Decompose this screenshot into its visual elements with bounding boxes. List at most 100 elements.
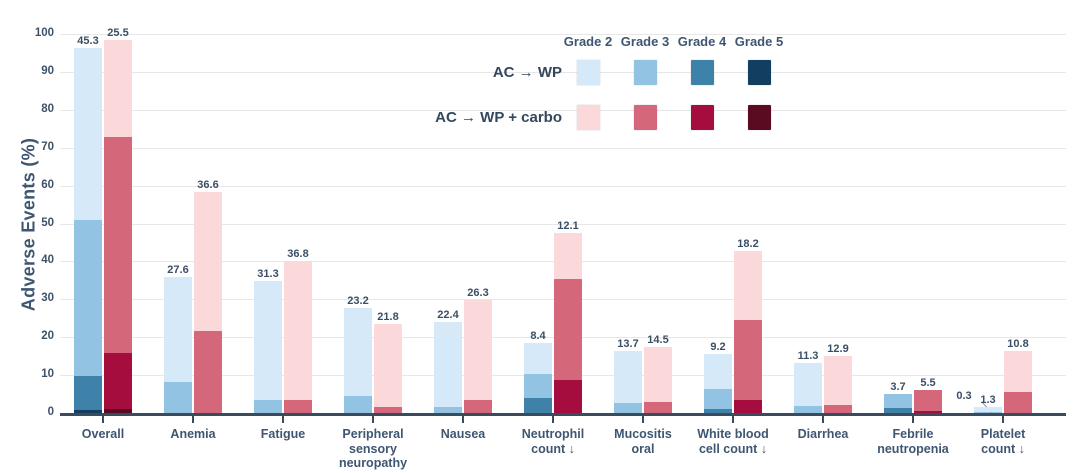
gridline [60,34,1066,35]
legend-arm-label: AC → WP [492,64,562,81]
bar-segment [734,320,762,401]
segment-value-label: 36.6 [197,179,219,192]
bar-segment [974,411,1002,413]
bar-segment [464,300,492,401]
bar-segment [974,406,1002,412]
bar-segment [104,353,132,409]
segment-value-label: 45.3 [77,35,99,48]
segment-value-label: 23.2 [347,295,369,308]
bar-segment [614,351,642,404]
bar-segment [74,409,102,413]
bar-segment [344,395,372,413]
x-axis-tick [462,416,464,423]
bar-segment [644,402,672,413]
segment-value-label: 25.5 [107,27,129,40]
category-label: Nausea [440,427,486,441]
x-axis-tick [732,416,734,423]
bar-segment [74,219,102,377]
bar-segment [374,406,402,413]
category-label: Overall [81,427,125,441]
y-tick-label: 0 [47,406,54,418]
bar-segment [434,406,462,413]
bar-segment [884,408,912,413]
segment-value-label: 18.2 [737,238,759,251]
bar-segment [374,324,402,407]
gridline [60,185,1066,187]
bar-segment [104,408,132,413]
y-tick-label: 50 [41,216,54,229]
y-tick-label: 100 [34,27,54,39]
gridline [60,223,1066,225]
bar-segment [284,260,312,401]
y-tick-label: 10 [41,368,54,381]
bar-segment [794,363,822,407]
bar-segment [164,381,192,413]
segment-value-label: 1.3 [980,393,996,406]
bar-segment [614,403,642,413]
gridline [60,109,1066,111]
x-axis-tick [642,416,644,423]
segment-value-label: 5.5 [920,377,936,390]
bar-segment [104,40,132,137]
segment-value-label: 0.3 [956,389,972,402]
bar-segment [194,331,222,413]
segment-value-label: 8.4 [530,329,546,342]
category-label: White blood cell count ↓ [697,427,769,456]
segment-value-label: 13.7 [617,338,639,351]
gridline [60,71,1066,73]
segment-value-label: 27.6 [167,264,189,277]
category-label: Peripheral sensory neuropathy [338,427,408,470]
legend-swatch [577,105,600,130]
y-tick-label: 70 [41,140,54,153]
segment-value-label: 11.3 [797,350,819,363]
legend-swatch [748,105,771,130]
y-tick-label: 20 [41,330,54,343]
x-axis-tick [822,416,824,423]
legend-swatch [634,60,657,85]
segment-value-label: 3.7 [890,381,906,394]
bar-segment [554,233,582,280]
x-axis-tick [282,416,284,423]
bar-segment [524,342,552,375]
bar-segment [164,277,192,382]
x-axis-tick [192,416,194,423]
x-axis-tick [912,416,914,423]
bar-segment [884,394,912,409]
bar-segment [824,405,852,413]
category-label: Fatigue [260,427,306,441]
bar-segment [74,48,102,220]
segment-value-label: 26.3 [467,287,489,300]
x-axis-tick [102,416,104,423]
category-label: Diarrhea [797,427,849,441]
bar-segment [704,408,732,413]
bar-segment [734,400,762,413]
x-axis-tick [552,416,554,423]
legend-grade-header: Grade 4 [677,34,727,49]
bar-segment [434,322,462,407]
bar-segment [104,136,132,354]
bar-segment [1004,351,1032,393]
x-axis-tick [372,416,374,423]
bar-segment [254,281,282,401]
bar-segment [74,376,102,410]
y-tick-label: 80 [41,102,54,115]
bar-segment [704,388,732,409]
bar-segment [824,356,852,406]
segment-value-label: 36.8 [287,247,309,260]
bar-segment [464,400,492,413]
bar-segment [644,347,672,402]
segment-value-label: 12.9 [827,343,849,356]
y-tick-label: 30 [41,292,54,305]
segment-value-label: 31.3 [257,268,279,281]
bar-segment [554,380,582,413]
segment-value-label: 9.2 [710,340,726,353]
legend-swatch [691,60,714,85]
legend-grade-header: Grade 2 [563,34,613,49]
legend-swatch [634,105,657,130]
segment-value-label: 10.8 [1007,338,1029,351]
x-axis-tick [1002,416,1004,423]
gridline [60,147,1066,149]
bar-segment [344,308,372,396]
bar-segment [1004,392,1032,413]
